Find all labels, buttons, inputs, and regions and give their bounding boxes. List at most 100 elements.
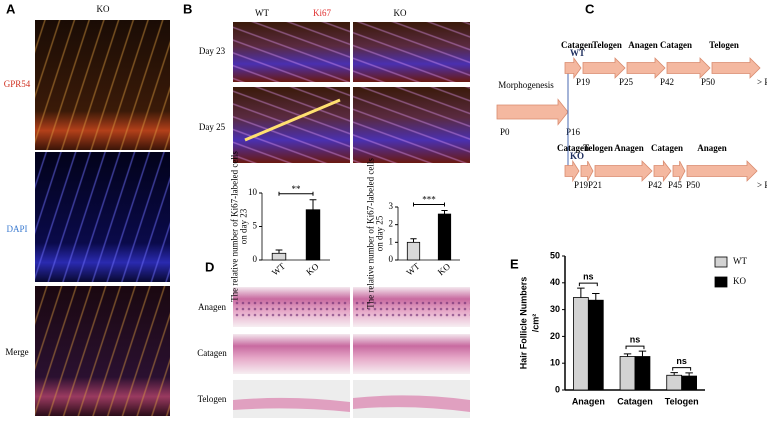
y-tick-label: 10 xyxy=(550,358,560,368)
bar xyxy=(619,356,636,391)
y-axis-label: on day 25 xyxy=(375,215,385,251)
y-tick-label: 10 xyxy=(248,187,258,197)
legend-swatch xyxy=(714,276,728,288)
phase-label: Anagen xyxy=(628,40,658,50)
bar xyxy=(271,252,287,261)
marker-label: Ki67 xyxy=(313,8,332,18)
legend-swatch xyxy=(714,256,728,268)
error-bar xyxy=(410,238,417,243)
column-label: KO xyxy=(394,8,407,18)
significance-bracket xyxy=(625,345,645,350)
row-label: Telogen xyxy=(198,394,227,404)
error-bar xyxy=(309,199,317,210)
panel-letter: E xyxy=(510,256,519,271)
age-label: P19 xyxy=(574,180,589,190)
y-tick-label: 40 xyxy=(550,277,560,287)
y-tick-label: 1 xyxy=(389,236,394,246)
panel-letter: B xyxy=(183,1,192,16)
y-axis-label: The relative number of Ki67-labeled cell… xyxy=(366,158,376,309)
row-label: Day 23 xyxy=(199,46,226,56)
error-bar xyxy=(592,293,600,301)
error-bar xyxy=(441,210,448,215)
legend-label: KO xyxy=(733,276,746,286)
phase-label: Anagen xyxy=(614,143,644,153)
error-bar xyxy=(623,353,632,357)
age-label: P0 xyxy=(500,127,510,137)
panel-a-images xyxy=(35,20,170,416)
y-tick-label: 0 xyxy=(555,384,560,394)
x-tick-label: WT xyxy=(270,261,288,278)
row-label: DAPI xyxy=(6,224,27,234)
y-axis-label: on day 23 xyxy=(239,208,249,244)
panel-letter: D xyxy=(205,259,214,274)
age-label: P50 xyxy=(686,180,701,190)
significance-label: ns xyxy=(630,335,641,345)
y-tick-label: 0 xyxy=(389,254,394,264)
age-label: P25 xyxy=(619,77,634,87)
error-bar xyxy=(638,350,647,357)
bar xyxy=(634,356,651,391)
phase-arrow xyxy=(686,160,758,182)
phase-label: Telogen xyxy=(583,143,613,153)
phase-arrow xyxy=(564,159,580,183)
column-label: WT xyxy=(255,8,269,18)
row-label: Day 25 xyxy=(199,122,226,132)
age-label: P50 xyxy=(701,77,716,87)
phase-label: Anagen xyxy=(697,143,727,153)
significance-bracket xyxy=(578,282,598,287)
bar xyxy=(587,299,604,391)
error-bar xyxy=(685,372,693,377)
panel-title: KO xyxy=(97,4,110,14)
y-axis-label: Hair Follicle Numbers xyxy=(518,277,528,370)
phase-arrow xyxy=(582,57,626,79)
y-tick-label: 50 xyxy=(550,250,560,260)
bar xyxy=(406,241,421,261)
phase-arrow xyxy=(653,159,672,183)
age-label: P21 xyxy=(588,180,602,190)
y-tick-label: 0 xyxy=(253,254,258,264)
bar xyxy=(666,374,683,391)
age-label: > P70 xyxy=(757,180,767,190)
significance-bracket xyxy=(278,191,314,196)
bar xyxy=(437,213,452,261)
phase-label: Catagen xyxy=(557,143,589,153)
phase-arrow xyxy=(594,160,653,182)
significance-label: ns xyxy=(676,356,687,366)
significance-label: ns xyxy=(583,272,594,282)
row-label: Anagen xyxy=(198,302,226,312)
row-label: Merge xyxy=(5,347,28,357)
phase-label: Catagen xyxy=(651,143,683,153)
y-axis-label: /cm² xyxy=(530,314,540,333)
bar xyxy=(305,209,321,261)
age-label: P19 xyxy=(576,77,591,87)
phase-label: Catagen xyxy=(660,40,692,50)
error-bar xyxy=(670,372,678,376)
phase-arrow xyxy=(496,98,569,126)
error-bar xyxy=(577,287,585,298)
x-tick-label: Telogen xyxy=(665,396,699,406)
age-label: P45 xyxy=(668,180,683,190)
panel-letter: A xyxy=(6,1,16,16)
row-label: GPR54 xyxy=(4,79,31,89)
group-label: WT xyxy=(570,48,585,58)
phase-arrow xyxy=(672,160,686,182)
panel-letter: C xyxy=(585,1,595,16)
significance-label: ** xyxy=(292,184,302,194)
phase-label: Telogen xyxy=(592,40,622,50)
significance-bracket xyxy=(672,367,692,371)
phase-arrow xyxy=(711,57,761,79)
phase-arrow xyxy=(564,56,582,80)
age-label: P16 xyxy=(566,127,581,137)
bar xyxy=(573,297,589,391)
x-tick-label: KO xyxy=(436,261,453,277)
y-tick-label: 3 xyxy=(389,201,394,211)
age-label: > P70 xyxy=(757,77,767,87)
age-label: P42 xyxy=(648,180,662,190)
panel-d-images xyxy=(233,287,470,418)
y-tick-label: 5 xyxy=(253,221,258,231)
x-tick-label: KO xyxy=(304,261,321,277)
y-tick-label: 20 xyxy=(550,331,560,341)
x-tick-label: WT xyxy=(404,261,422,278)
phase-arrow xyxy=(580,160,594,182)
